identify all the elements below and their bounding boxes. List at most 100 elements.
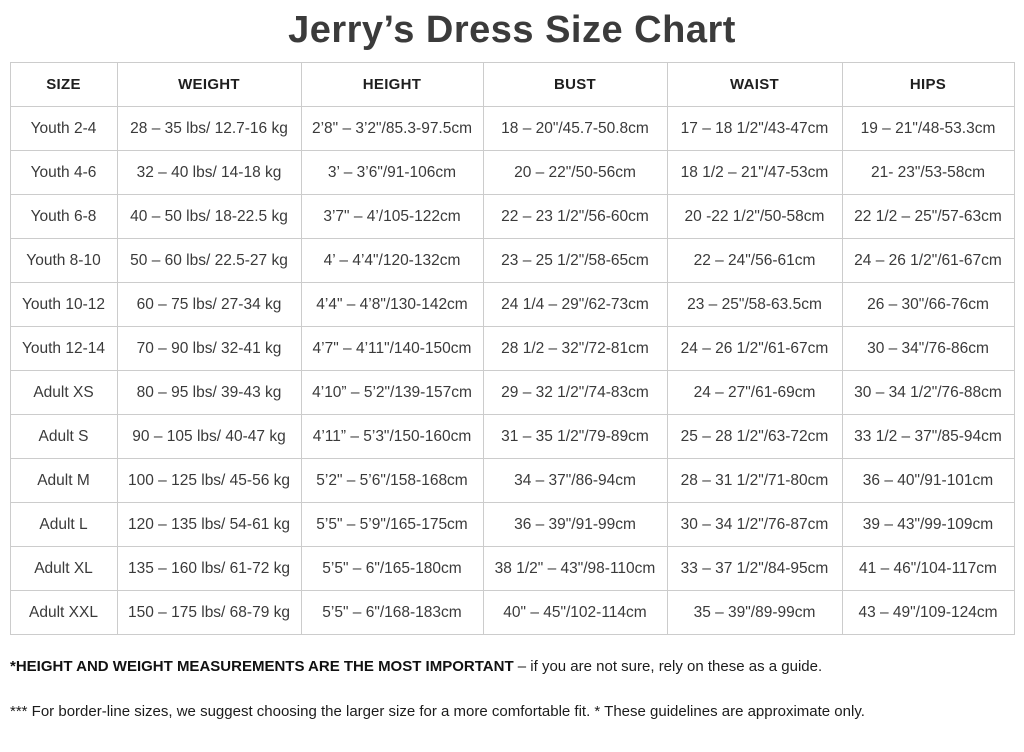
size-cell: Youth 10-12 [9, 282, 118, 327]
page-title: Jerry’s Dress Size Chart [288, 9, 736, 51]
table-cell: 29 – 32 1/2"/74-83cm [482, 370, 668, 415]
column-header-size: SIZE [9, 62, 118, 107]
table-cell: 135 – 160 lbs/ 61-72 kg [116, 546, 302, 591]
table-cell: 100 – 125 lbs/ 45-56 kg [116, 458, 302, 503]
table-cell: 24 – 26 1/2"/61-67cm [666, 326, 843, 371]
table-cell: 28 – 35 lbs/ 12.7-16 kg [116, 106, 302, 151]
size-cell: Adult M [9, 458, 118, 503]
column-header-hips: HIPS [841, 62, 1015, 107]
table-cell: 26 – 30"/66-76cm [841, 282, 1015, 327]
table-cell: 24 1/4 – 29"/62-73cm [482, 282, 668, 327]
table-row: Adult M 100 – 125 lbs/ 45-56 kg 5’2" – 5’6… [9, 458, 1015, 503]
size-cell: Youth 12-14 [9, 326, 118, 371]
table-cell: 40 – 50 lbs/ 18-22.5 kg [116, 194, 302, 239]
table-cell: 17 – 18 1/2"/43-47cm [666, 106, 843, 151]
size-cell: Youth 6-8 [9, 194, 118, 239]
table-cell: 5’5" – 6"/168-183cm [300, 590, 484, 635]
table-cell: 4’ – 4’4"/120-132cm [300, 238, 484, 283]
table-cell: 43 – 49"/109-124cm [841, 590, 1015, 635]
footnote-important-rest: – if you are not sure, rely on these as … [513, 658, 823, 675]
size-cell: Adult XS [9, 370, 118, 415]
table-cell: 120 – 135 lbs/ 54-61 kg [116, 502, 302, 547]
size-cell: Adult S [9, 414, 118, 459]
table-cell: 19 – 21"/48-53.3cm [841, 106, 1015, 151]
table-cell: 36 – 39"/91-99cm [482, 502, 668, 547]
size-cell: Youth 8-10 [9, 238, 118, 283]
table-cell: 25 – 28 1/2"/63-72cm [666, 414, 843, 459]
size-cell: Adult L [9, 502, 118, 547]
table-row: Adult XL 135 – 160 lbs/ 61-72 kg 5’5" – 6"… [9, 546, 1015, 591]
table-row: Adult L 120 – 135 lbs/ 54-61 kg 5’5" – 5’9… [9, 502, 1015, 547]
table-cell: 5’2" – 5’6"/158-168cm [300, 458, 484, 503]
column-header-height: HEIGHT [300, 62, 484, 107]
table-cell: 50 – 60 lbs/ 22.5-27 kg [116, 238, 302, 283]
table-body: Youth 2-4 28 – 35 lbs/ 12.7-16 kg 2’8" – 3… [9, 106, 1015, 635]
table-cell: 4’11” – 5’3"/150-160cm [300, 414, 484, 459]
table-cell: 22 – 23 1/2"/56-60cm [482, 194, 668, 239]
footnote-important-bold: *HEIGHT AND WEIGHT MEASUREMENTS ARE THE … [10, 658, 514, 675]
table-cell: 40" – 45"/102-114cm [482, 590, 668, 635]
table-cell: 18 – 20"/45.7-50.8cm [482, 106, 668, 151]
table-cell: 70 – 90 lbs/ 32-41 kg [116, 326, 302, 371]
table-cell: 20 -22 1/2"/50-58cm [666, 194, 843, 239]
table-cell: 35 – 39"/89-99cm [666, 590, 843, 635]
size-chart-table: SIZE WEIGHT HEIGHT BUST WAIST HIPS Youth 2-4 2… [9, 62, 1015, 635]
size-cell: Adult XXL [9, 590, 118, 635]
table-cell: 30 – 34 1/2"/76-87cm [666, 502, 843, 547]
table-cell: 32 – 40 lbs/ 14-18 kg [116, 150, 302, 195]
table-cell: 5’5" – 5’9"/165-175cm [300, 502, 484, 547]
table-cell: 36 – 40"/91-101cm [841, 458, 1015, 503]
table-cell: 28 – 31 1/2"/71-80cm [666, 458, 843, 503]
table-cell: 34 – 37"/86-94cm [482, 458, 668, 503]
table-row: Youth 2-4 28 – 35 lbs/ 12.7-16 kg 2’8" – 3… [9, 106, 1015, 151]
column-header-bust: BUST [482, 62, 668, 107]
table-row: Youth 10-12 60 – 75 lbs/ 27-34 kg 4’4" – 4… [9, 282, 1015, 327]
table-cell: 30 – 34 1/2"/76-88cm [841, 370, 1015, 415]
table-row: Youth 4-6 32 – 40 lbs/ 14-18 kg 3’ – 3’6"/… [9, 150, 1015, 195]
table-row: Youth 6-8 40 – 50 lbs/ 18-22.5 kg 3’7" – 4… [9, 194, 1015, 239]
table-cell: 4’7" – 4’11"/140-150cm [300, 326, 484, 371]
footnotes: *HEIGHT AND WEIGHT MEASUREMENTS ARE THE … [10, 657, 1014, 722]
table-row: Youth 8-10 50 – 60 lbs/ 22.5-27 kg 4’ – 4’… [9, 238, 1015, 283]
table-cell: 90 – 105 lbs/ 40-47 kg [116, 414, 302, 459]
table-row: Adult XXL 150 – 175 lbs/ 68-79 kg 5’5" – 6… [9, 590, 1015, 635]
table-cell: 21- 23"/53-58cm [841, 150, 1015, 195]
table-cell: 41 – 46"/104-117cm [841, 546, 1015, 591]
table-cell: 30 – 34"/76-86cm [841, 326, 1015, 371]
table-cell: 2’8" – 3’2"/85.3-97.5cm [300, 106, 484, 151]
table-cell: 4’10” – 5’2"/139-157cm [300, 370, 484, 415]
table-cell: 150 – 175 lbs/ 68-79 kg [116, 590, 302, 635]
table-cell: 60 – 75 lbs/ 27-34 kg [116, 282, 302, 327]
table-cell: 39 – 43"/99-109cm [841, 502, 1015, 547]
table-cell: 31 – 35 1/2"/79-89cm [482, 414, 668, 459]
table-cell: 23 – 25 1/2"/58-65cm [482, 238, 668, 283]
size-cell: Youth 4-6 [9, 150, 118, 195]
table-cell: 5’5" – 6"/165-180cm [300, 546, 484, 591]
table-cell: 18 1/2 – 21"/47-53cm [666, 150, 843, 195]
table-cell: 28 1/2 – 32"/72-81cm [482, 326, 668, 371]
table-cell: 33 1/2 – 37"/85-94cm [841, 414, 1015, 459]
table-header: SIZE WEIGHT HEIGHT BUST WAIST HIPS [9, 62, 1015, 107]
table-cell: 80 – 95 lbs/ 39-43 kg [116, 370, 302, 415]
table-cell: 38 1/2" – 43"/98-110cm [482, 546, 668, 591]
table-cell: 4’4" – 4’8"/130-142cm [300, 282, 484, 327]
table-cell: 22 1/2 – 25"/57-63cm [841, 194, 1015, 239]
table-cell: 23 – 25"/58-63.5cm [666, 282, 843, 327]
table-row: Adult XS 80 – 95 lbs/ 39-43 kg 4’10” – 5’2… [9, 370, 1015, 415]
table-cell: 24 – 27"/61-69cm [666, 370, 843, 415]
table-row: Adult S 90 – 105 lbs/ 40-47 kg 4’11” – 5’3… [9, 414, 1015, 459]
footnote-important: *HEIGHT AND WEIGHT MEASUREMENTS ARE THE … [10, 657, 1014, 677]
table-row: Youth 12-14 70 – 90 lbs/ 32-41 kg 4’7" – 4… [9, 326, 1015, 371]
column-header-waist: WAIST [666, 62, 843, 107]
table-cell: 3’7" – 4’/105-122cm [300, 194, 484, 239]
table-cell: 20 – 22"/50-56cm [482, 150, 668, 195]
header-row: SIZE WEIGHT HEIGHT BUST WAIST HIPS [9, 62, 1015, 107]
table-cell: 24 – 26 1/2"/61-67cm [841, 238, 1015, 283]
table-cell: 33 – 37 1/2"/84-95cm [666, 546, 843, 591]
column-header-weight: WEIGHT [116, 62, 302, 107]
table-cell: 3’ – 3’6"/91-106cm [300, 150, 484, 195]
size-cell: Adult XL [9, 546, 118, 591]
footnote-guidelines: *** For border-line sizes, we suggest ch… [10, 703, 865, 720]
size-cell: Youth 2-4 [9, 106, 118, 151]
table-cell: 22 – 24"/56-61cm [666, 238, 843, 283]
